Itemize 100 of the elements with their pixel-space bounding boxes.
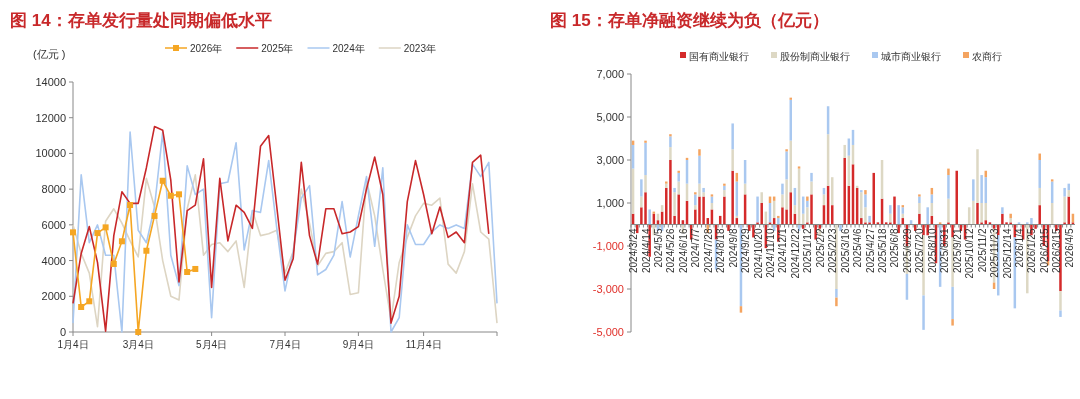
y-tick-label: 12000 xyxy=(35,111,66,124)
point xyxy=(118,238,125,245)
bar xyxy=(698,196,701,225)
x-tick-label: 2025/4/6 xyxy=(852,228,864,268)
bar xyxy=(731,170,734,225)
bar xyxy=(1038,153,1041,160)
y-tick-label: -1,000 xyxy=(592,240,624,252)
line-series xyxy=(72,174,498,328)
y-tick-label: 2000 xyxy=(41,290,66,303)
bar xyxy=(694,194,697,206)
x-tick-label: 2025/12/14 xyxy=(1001,228,1013,279)
bar xyxy=(918,196,921,203)
bar xyxy=(669,136,672,148)
bar xyxy=(723,196,726,225)
x-tick-label: 2025/11/23 xyxy=(989,228,1001,278)
x-tick-label: 2025/6/8 xyxy=(889,228,901,268)
bar xyxy=(669,147,672,160)
bar xyxy=(918,213,921,225)
point xyxy=(110,260,117,267)
bar xyxy=(951,237,954,287)
bar xyxy=(723,183,726,186)
bar xyxy=(698,183,701,197)
bar xyxy=(922,235,925,296)
y-tick-label: -3,000 xyxy=(592,283,624,295)
x-tick-label: 2025/4/27 xyxy=(864,228,876,273)
x-tick-label: 2024/7/28 xyxy=(702,228,714,273)
bar xyxy=(1001,207,1004,214)
bar xyxy=(1059,310,1062,317)
point xyxy=(159,177,166,184)
bar xyxy=(777,218,780,225)
y-tick-label: -5,000 xyxy=(592,326,624,338)
bar xyxy=(810,181,813,195)
x-tick-label: 2024/6/16 xyxy=(677,228,689,273)
bar xyxy=(835,224,838,289)
bar xyxy=(644,140,647,143)
x-tick-label: 2026/1/4 xyxy=(1013,228,1025,268)
bar xyxy=(785,209,788,225)
point xyxy=(78,304,85,310)
bar xyxy=(947,168,950,176)
y-tick-label: 6000 xyxy=(41,218,66,231)
bar xyxy=(785,151,788,180)
bar xyxy=(810,172,813,182)
x-tick-label: 2025/7/20 xyxy=(914,228,926,273)
y-tick-label: 10000 xyxy=(35,147,66,160)
x-tick-label: 2024/10/20 xyxy=(752,228,764,279)
legend-label: 股份制商业银行 xyxy=(780,51,850,62)
bar xyxy=(677,172,680,182)
bar xyxy=(926,207,929,225)
bar xyxy=(1009,218,1012,223)
x-tick-label: 2025/10/12 xyxy=(964,228,976,279)
bar xyxy=(843,144,846,158)
x-tick-label: 11月4日 xyxy=(405,339,442,350)
x-tick-label: 2025/2/23 xyxy=(827,228,839,273)
bar xyxy=(648,209,651,225)
bar xyxy=(1063,187,1066,197)
bar xyxy=(694,192,697,195)
y-tick-label: 0 xyxy=(59,326,66,338)
bar xyxy=(785,179,788,210)
bar xyxy=(897,205,900,225)
bar xyxy=(947,175,950,199)
bar xyxy=(926,224,929,236)
bar xyxy=(918,203,921,214)
bar xyxy=(951,224,954,238)
x-tick-label: 2024/9/29 xyxy=(740,228,752,273)
bar xyxy=(1030,218,1033,225)
point xyxy=(192,265,199,272)
bar xyxy=(677,170,680,173)
bar xyxy=(785,149,788,152)
bar xyxy=(665,181,668,184)
bar xyxy=(1050,179,1054,182)
point xyxy=(102,224,109,231)
x-tick-label: 2024/9/8 xyxy=(727,228,739,268)
bar xyxy=(698,155,701,184)
bar xyxy=(777,215,780,219)
bar xyxy=(893,196,896,225)
bar xyxy=(806,200,809,208)
chart-title: 图 15：存单净融资继续为负（亿元） xyxy=(550,11,829,30)
chart-title: 图 14：存单发行量处同期偏低水平 xyxy=(10,11,272,30)
x-tick-label: 1月4日 xyxy=(57,339,89,350)
bar xyxy=(922,224,925,236)
bar xyxy=(889,213,892,223)
bar xyxy=(1001,213,1004,225)
x-tick-label: 7月4日 xyxy=(269,339,301,350)
bar xyxy=(694,205,697,210)
bar xyxy=(677,194,680,225)
bar xyxy=(972,179,975,201)
bar xyxy=(731,149,734,171)
x-tick-label: 2026/2/15 xyxy=(1038,228,1050,273)
bar xyxy=(1038,205,1041,225)
x-tick-label: 2024/12/1 xyxy=(777,228,789,273)
bar xyxy=(669,134,672,137)
x-tick-label: 2025/5/18 xyxy=(877,228,889,273)
x-tick-label: 2026/4/5 xyxy=(1063,228,1075,268)
bar xyxy=(897,224,900,234)
bar xyxy=(947,198,950,223)
x-tick-label: 2026/1/25 xyxy=(1026,228,1038,273)
x-tick-label: 5月4日 xyxy=(196,339,228,350)
bar xyxy=(860,218,863,225)
bar xyxy=(814,224,817,240)
bar xyxy=(806,207,809,223)
